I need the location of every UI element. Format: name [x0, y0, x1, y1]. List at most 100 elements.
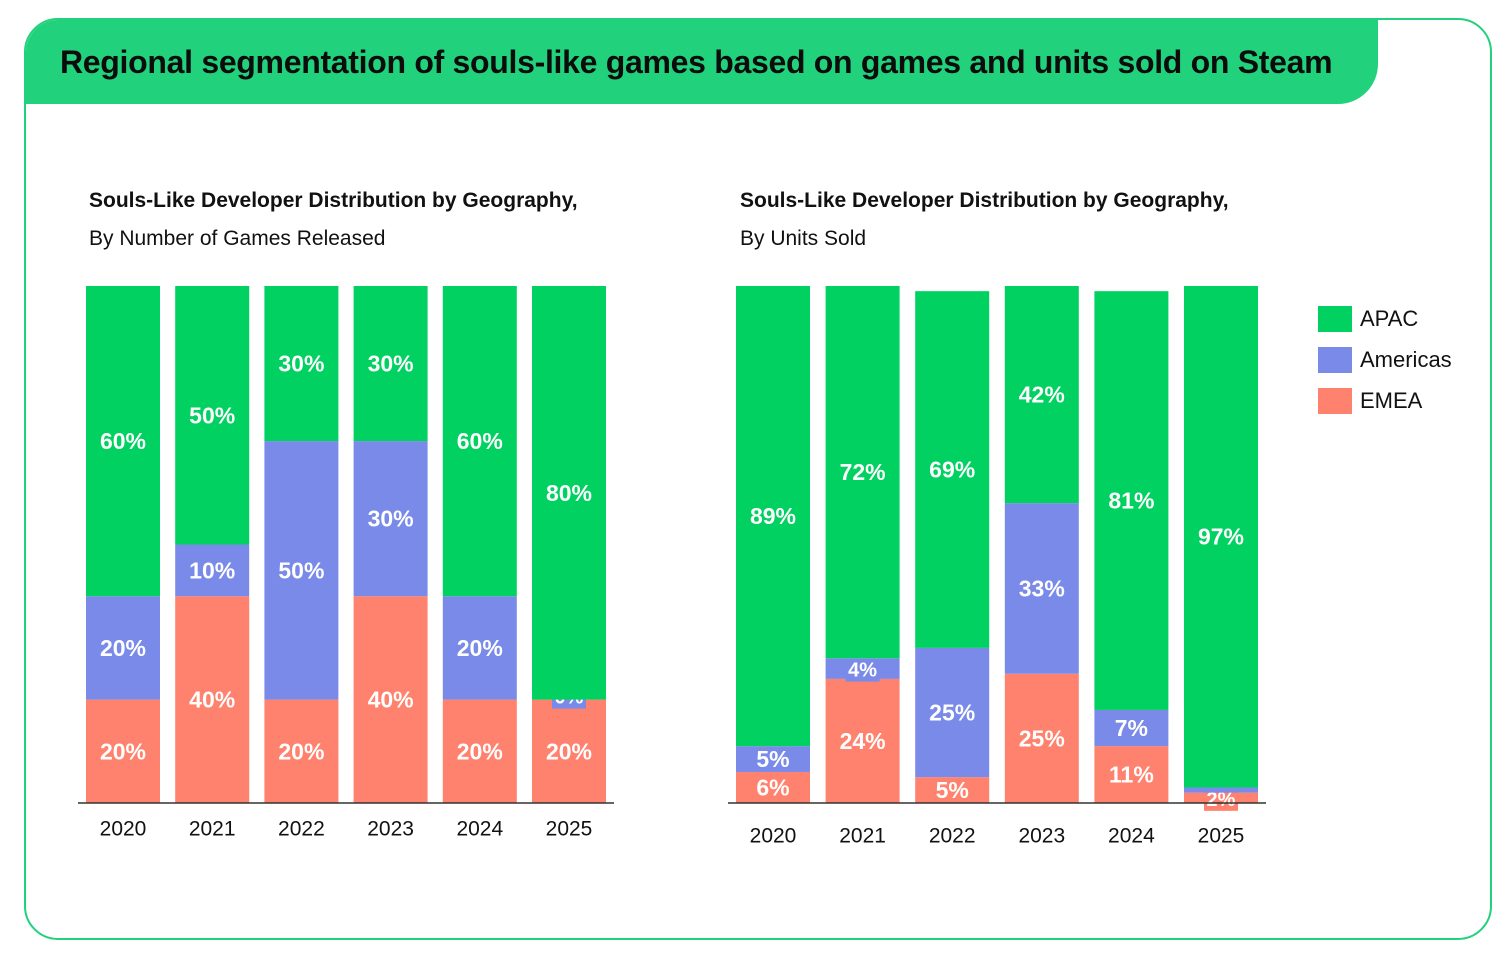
data-label-emea-2020: 6% — [756, 774, 789, 800]
bar-apac-2023 — [1004, 286, 1079, 504]
x-tick-2021: 2021 — [189, 818, 236, 841]
data-label-emea-2021: 24% — [840, 728, 886, 754]
bar-americas-2020 — [86, 596, 160, 700]
bar-emea-2024 — [442, 699, 517, 803]
data-label-americas-2020: 20% — [100, 635, 146, 661]
x-tick-2022: 2022 — [929, 825, 976, 848]
bar-emea-2021 — [825, 678, 900, 803]
bar-emea-2023 — [1004, 673, 1079, 803]
bar-americas-2022 — [915, 647, 990, 778]
x-tick-2024: 2024 — [1108, 825, 1155, 848]
x-tick-2025: 2025 — [546, 818, 593, 841]
legend-label-emea: EMEA — [1360, 387, 1423, 413]
data-label-apac-2021: 50% — [189, 402, 235, 428]
bar-apac-2024 — [1094, 291, 1169, 710]
bar-apac-2022 — [264, 286, 339, 442]
data-label-emea-2022: 5% — [936, 777, 969, 803]
bar-emea-2021 — [175, 596, 250, 803]
data-label-apac-2022: 69% — [929, 457, 975, 483]
bar-apac-2023 — [353, 286, 428, 442]
data-label-apac-2020: 60% — [100, 428, 146, 454]
legend-label-americas: Americas — [1360, 346, 1452, 372]
x-tick-2020: 2020 — [100, 818, 147, 841]
legend-swatch-americas — [1318, 346, 1352, 373]
data-label-apac-2023: 30% — [368, 351, 414, 377]
bar-americas-2022 — [264, 441, 339, 700]
chart-left-subtitle: By Number of Games Released — [89, 227, 386, 250]
chart-right-title: Souls-Like Developer Distribution by Geo… — [740, 189, 1229, 212]
data-label-emea-2020: 20% — [100, 738, 146, 764]
label-tag-americas-2021 — [845, 659, 880, 682]
data-label-emea-2023: 40% — [368, 687, 414, 713]
data-label-emea-2024: 11% — [1109, 762, 1154, 788]
data-label-americas-2023: 30% — [368, 506, 414, 532]
report-card: Regional segmentation of souls-like game… — [24, 18, 1492, 940]
x-tick-2025: 2025 — [1198, 825, 1245, 848]
legend-item-apac: APAC — [1318, 298, 1452, 339]
x-tick-2023: 2023 — [1018, 825, 1065, 848]
bar-apac-2020 — [736, 286, 810, 747]
label-tag-emea-2025 — [1204, 788, 1238, 811]
x-tick-2024: 2024 — [456, 818, 503, 841]
data-label-emea-2021: 40% — [189, 687, 235, 713]
data-label-apac-2021: 72% — [840, 459, 886, 485]
bar-apac-2021 — [825, 286, 900, 659]
bar-apac-2021 — [175, 286, 250, 545]
bar-emea-2022 — [264, 699, 339, 803]
bar-apac-2025 — [1184, 286, 1258, 788]
title-banner: Regional segmentation of souls-like game… — [26, 20, 1378, 104]
legend-item-americas: Americas — [1318, 339, 1452, 380]
data-label-apac-2024: 60% — [457, 428, 503, 454]
bar-americas-2025 — [1184, 787, 1258, 793]
bar-emea-2022 — [915, 777, 990, 803]
legend-item-emea: EMEA — [1318, 380, 1452, 421]
data-label-americas-2022: 25% — [929, 700, 975, 726]
bar-emea-2020 — [86, 699, 160, 803]
data-label-emea-2024: 20% — [457, 738, 503, 764]
bar-apac-2024 — [442, 286, 517, 597]
bar-americas-2023 — [353, 441, 428, 597]
legend-label-apac: APAC — [1360, 305, 1419, 331]
chart-left-title: Souls-Like Developer Distribution by Geo… — [89, 189, 578, 212]
data-label-americas-2023: 33% — [1019, 575, 1065, 601]
data-label-emea-2023: 25% — [1019, 725, 1065, 751]
data-label-americas-2020: 5% — [756, 746, 789, 772]
legend: APAC Americas EMEA — [1318, 298, 1452, 421]
bar-americas-2024 — [442, 596, 517, 700]
bar-apac-2022 — [915, 291, 990, 648]
bar-emea-2020 — [736, 771, 810, 803]
bar-americas-2024 — [1094, 709, 1169, 747]
data-label-emea-2025: 2% — [1207, 789, 1236, 811]
data-label-emea-2025: 20% — [546, 738, 592, 764]
bar-emea-2024 — [1094, 746, 1169, 803]
data-label-americas-2024: 7% — [1115, 715, 1148, 741]
data-label-americas-2021: 10% — [189, 557, 235, 583]
data-label-apac-2024: 81% — [1108, 488, 1154, 514]
bar-emea-2025 — [532, 699, 606, 803]
bar-americas-2020 — [736, 746, 810, 772]
data-label-americas-2021: 4% — [848, 660, 877, 682]
page-title: Regional segmentation of souls-like game… — [60, 44, 1333, 80]
data-label-apac-2020: 89% — [750, 503, 796, 529]
bar-americas-2023 — [1004, 503, 1079, 674]
bar-emea-2023 — [353, 596, 428, 803]
data-label-apac-2025: 80% — [546, 480, 592, 506]
data-label-apac-2025: 97% — [1198, 524, 1244, 550]
legend-swatch-emea — [1318, 387, 1352, 414]
data-label-emea-2022: 20% — [278, 738, 324, 764]
x-tick-2020: 2020 — [750, 825, 797, 848]
data-label-apac-2023: 42% — [1019, 382, 1065, 408]
data-label-americas-2022: 50% — [278, 557, 324, 583]
bar-apac-2025 — [532, 286, 606, 700]
x-tick-2022: 2022 — [278, 818, 325, 841]
data-label-apac-2022: 30% — [278, 351, 324, 377]
legend-swatch-apac — [1318, 305, 1352, 332]
x-tick-2021: 2021 — [839, 825, 886, 848]
data-label-americas-2024: 20% — [457, 635, 503, 661]
x-tick-2023: 2023 — [367, 818, 414, 841]
bar-americas-2021 — [175, 544, 250, 597]
chart-right-subtitle: By Units Sold — [740, 227, 867, 250]
bar-apac-2020 — [86, 286, 160, 597]
